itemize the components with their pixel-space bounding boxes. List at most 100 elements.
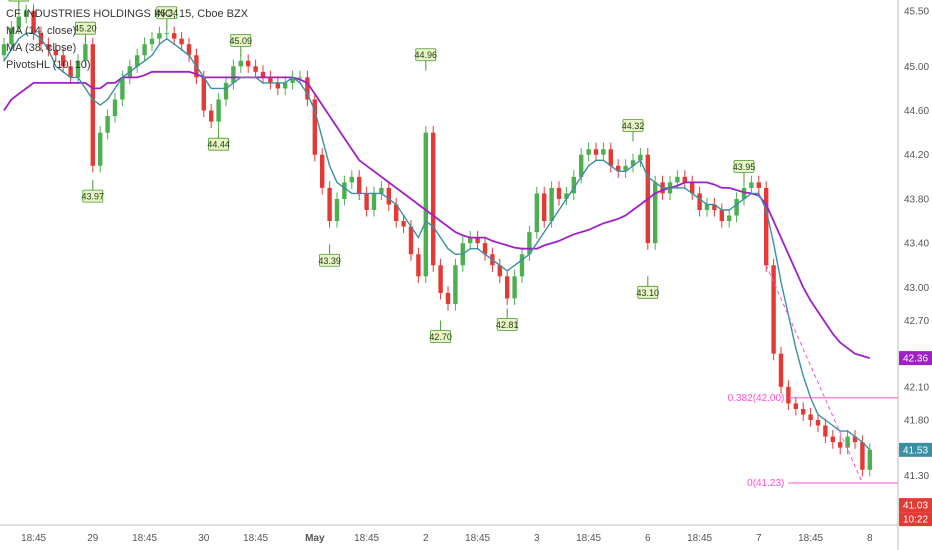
candle-body xyxy=(75,60,81,78)
candle-body xyxy=(564,193,569,199)
y-tick-label: 43.00 xyxy=(904,283,929,294)
candle-body xyxy=(764,187,769,266)
candle-body xyxy=(9,27,14,45)
price-tag-box xyxy=(899,351,932,366)
candle-body xyxy=(24,11,29,17)
pivot-high-label: 45.09 xyxy=(230,36,253,46)
pivot-high-box xyxy=(733,159,755,173)
candle-body xyxy=(327,187,332,222)
pivot-high-label: 45.20 xyxy=(74,24,97,34)
candle-body xyxy=(586,149,591,155)
x-tick-label: 6 xyxy=(645,533,651,544)
candle-body xyxy=(623,165,628,172)
candle-body xyxy=(320,154,325,188)
candle-body xyxy=(223,82,229,100)
candle-body xyxy=(505,276,510,299)
x-tick-label: 3 xyxy=(534,533,540,544)
pivot-high-label: 43.95 xyxy=(733,162,756,172)
candle-body xyxy=(334,198,340,222)
y-tick-label: 45.50 xyxy=(904,7,929,18)
candle-body xyxy=(712,204,717,210)
candle-body xyxy=(852,436,858,443)
candle-body xyxy=(690,182,695,194)
candle-body xyxy=(1,44,7,56)
y-tick-label: 43.40 xyxy=(904,239,929,250)
candle-body xyxy=(638,154,643,161)
candle-body xyxy=(186,44,192,56)
candle-body xyxy=(653,182,658,244)
y-tick-label: 43.80 xyxy=(904,194,929,205)
candle-body xyxy=(675,176,680,183)
candle-body xyxy=(297,77,303,79)
candle-body xyxy=(201,77,206,111)
pivot-high-label: 45.50 xyxy=(8,0,31,1)
candle-body xyxy=(719,210,724,222)
candle-body xyxy=(135,55,140,67)
x-tick-label: 18:45 xyxy=(132,533,157,544)
candle-body xyxy=(519,254,525,277)
x-tick-label: May xyxy=(305,533,325,544)
candle-body xyxy=(801,408,806,415)
candle-body xyxy=(61,55,66,67)
y-tick-label: 44.60 xyxy=(904,106,929,117)
ma-slow-line xyxy=(3,70,871,359)
candle-body xyxy=(157,33,162,39)
price-tag-label: 41.53 xyxy=(903,445,928,456)
x-tick-label: 18:45 xyxy=(21,533,46,544)
candle-body xyxy=(593,149,599,155)
candle-body xyxy=(630,160,636,166)
candle-body xyxy=(83,44,88,61)
candle-body xyxy=(704,204,710,210)
price-tag-label: 41.03 xyxy=(903,501,928,512)
candle-body xyxy=(68,66,73,78)
pivot-low-label: 44.44 xyxy=(207,140,230,150)
pivot-high-label: 45.34 xyxy=(156,8,179,18)
candle-body xyxy=(867,449,872,470)
candle-body xyxy=(275,82,280,89)
pivot-high-label: 44.32 xyxy=(622,121,645,131)
candle-body xyxy=(453,265,458,304)
fib-trend-line xyxy=(765,265,863,484)
legend-ma-fast: MA (14, close) xyxy=(6,25,77,37)
chart-legend: CF INDUSTRIES HOLDINGS INC, 15, Cboe BZX… xyxy=(6,6,248,74)
candle-body xyxy=(364,193,369,210)
legend-ma-slow: MA (38, close) xyxy=(6,42,77,54)
candle-body xyxy=(16,16,21,28)
candle-body xyxy=(860,442,865,470)
pivot-low-label: 42.81 xyxy=(496,320,519,330)
y-tick-label: 45.00 xyxy=(904,62,929,73)
candle-body xyxy=(231,66,236,83)
candle-body xyxy=(164,33,169,35)
candle-body xyxy=(793,403,798,409)
candle-body xyxy=(601,149,606,155)
x-tick-label: 30 xyxy=(198,533,210,544)
legend-pivots: PivotsHL (10, 10) xyxy=(6,59,91,71)
candle-body xyxy=(342,182,347,199)
x-tick-label: 18:45 xyxy=(798,533,823,544)
candle-body xyxy=(756,182,761,188)
candle-body xyxy=(616,165,621,172)
candle-body xyxy=(749,182,754,188)
pivot-high-box xyxy=(415,48,437,62)
candle-body xyxy=(394,204,399,222)
candle-body xyxy=(534,193,539,233)
price-tag-box xyxy=(899,442,932,457)
y-tick-label: 41.30 xyxy=(904,471,929,482)
x-tick-label: 2 xyxy=(423,533,429,544)
pivot-high-box xyxy=(8,0,30,2)
ma-fast-line xyxy=(3,32,871,451)
pivot-low-box xyxy=(637,285,659,299)
candle-body xyxy=(549,187,554,222)
pivot-high-box xyxy=(622,119,644,132)
candle-body xyxy=(556,187,562,199)
candle-body xyxy=(468,237,473,244)
candle-body xyxy=(260,71,266,78)
candle-body xyxy=(386,187,391,205)
x-tick-label: 18:45 xyxy=(354,533,379,544)
candle-body xyxy=(149,38,155,45)
candle-body xyxy=(253,66,258,72)
candle-body xyxy=(741,187,747,199)
y-tick-label: 44.20 xyxy=(904,150,929,161)
countdown-box xyxy=(899,512,932,527)
